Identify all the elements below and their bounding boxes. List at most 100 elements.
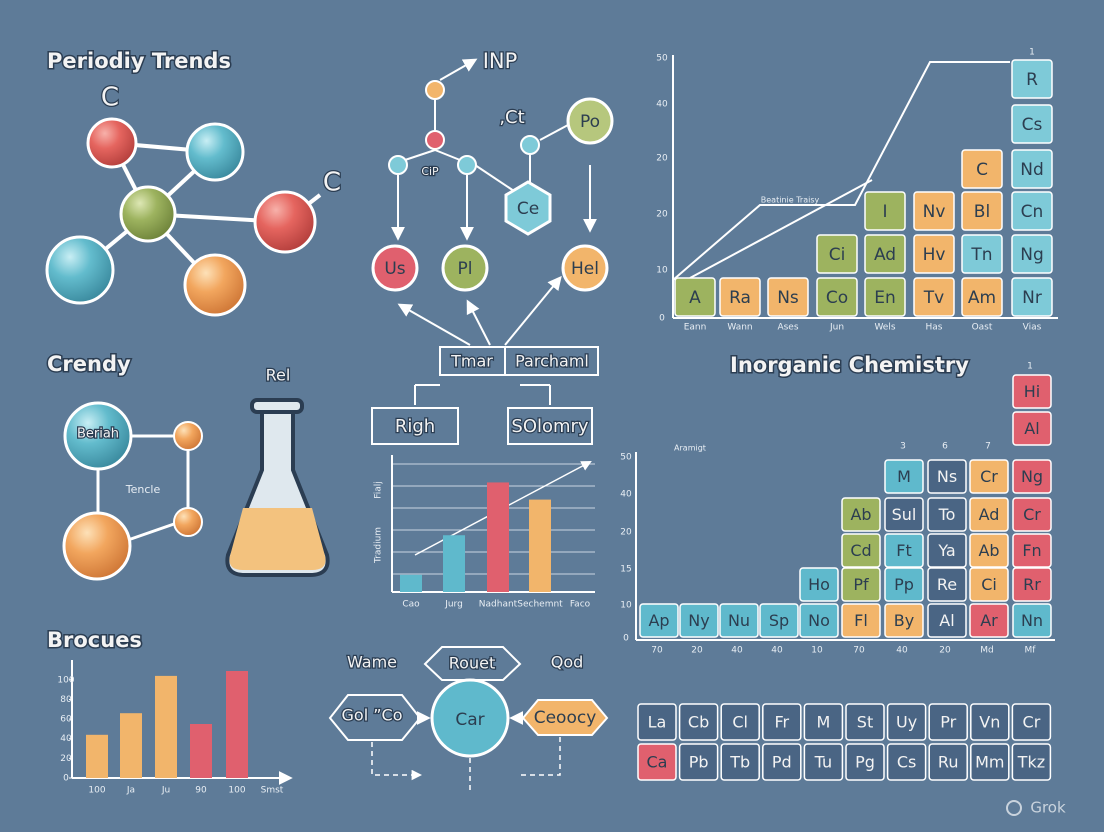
element-cell	[816, 234, 858, 274]
element-symbol: Vn	[979, 713, 1000, 732]
element-cell	[884, 567, 924, 602]
y-label: 20	[656, 210, 668, 220]
network: INP CiP ,Ct Po Ce Us Pl Hel Tmar Parcham…	[371, 48, 614, 445]
title: Periodiy Trends	[47, 49, 231, 73]
title: Inorganic Chemistry	[730, 353, 969, 377]
element-cell	[799, 567, 839, 602]
y-label: 50	[620, 453, 632, 463]
x-label: Wels	[874, 323, 895, 333]
element-cell	[841, 603, 881, 638]
box-label: SOlomry	[511, 416, 589, 437]
element-cell	[762, 743, 802, 781]
node-label: Tencle	[125, 483, 161, 496]
y-tick-label: 20	[60, 754, 72, 764]
element-symbol: Nu	[728, 611, 750, 630]
element-symbol: Ar	[980, 611, 998, 630]
element-symbol: Ab	[978, 541, 999, 560]
y-label: 20	[656, 154, 668, 164]
watermark-icon	[1006, 800, 1022, 816]
element-symbol: La	[648, 713, 667, 732]
element-cell	[845, 703, 885, 741]
element-symbol: Cb	[688, 713, 709, 732]
element-cell	[720, 743, 760, 781]
element-symbol: Re	[937, 575, 957, 594]
element-cell	[637, 703, 677, 741]
element-symbol: Ab	[850, 505, 871, 524]
x-label: Md	[980, 646, 993, 656]
node-label: Us	[384, 259, 405, 279]
element-cell	[639, 603, 679, 638]
annotation: Beatinie Traisy	[761, 196, 820, 205]
trend-axes: Beatinie Traisy 1	[672, 48, 1058, 319]
element-cell	[1011, 104, 1053, 144]
element-cell	[928, 743, 968, 781]
x-tick-label: Sechemnt	[517, 600, 563, 610]
bar	[400, 574, 422, 592]
element-cell	[969, 533, 1009, 568]
atoms	[45, 117, 317, 317]
molecule: Periodiy Trends C C	[45, 48, 342, 317]
node-label: CiP	[421, 165, 439, 178]
column-number: 7	[985, 442, 991, 452]
watermark: Grok	[1030, 799, 1066, 817]
node-label: ,Ct	[499, 107, 524, 128]
element-cell	[927, 497, 967, 532]
element-symbol: Nv	[923, 202, 946, 222]
element-symbol: Tu	[814, 753, 832, 772]
element-symbol: Hv	[923, 245, 946, 265]
element-symbol: Pb	[689, 753, 709, 772]
element-symbol: Al	[1024, 419, 1039, 438]
element-cell	[720, 703, 760, 741]
element-symbol: Hi	[1024, 382, 1040, 401]
x-label: 70	[651, 646, 663, 656]
y-tick-label: 60	[60, 715, 72, 725]
element-cell	[927, 603, 967, 638]
bar	[529, 499, 551, 592]
title: Crendy	[47, 352, 131, 376]
x-tick-label: Ju	[161, 786, 170, 796]
y-label: 0	[623, 634, 629, 644]
x-label: 20	[691, 646, 703, 656]
element-cell	[678, 703, 719, 741]
element-cell	[841, 497, 881, 532]
column-number: 6	[942, 442, 948, 452]
element-cell	[884, 603, 924, 638]
x-label: 40	[771, 646, 783, 656]
element-symbol: Sul	[892, 505, 917, 524]
element-symbol: Tv	[923, 288, 944, 308]
trendy: Crendy Beriah Tencle Rel	[46, 351, 330, 581]
element-symbol: St	[857, 713, 873, 732]
y-tick-label: 40	[60, 734, 72, 744]
x-label: Ases	[777, 323, 798, 333]
x-label: Vias	[1023, 323, 1042, 333]
annotation: Aramigt	[674, 444, 706, 453]
box-label: Parchaml	[515, 352, 589, 371]
inorganic: Inorganic Chemistry Aramigt 3 6 7 1	[635, 352, 1055, 641]
element-cell	[928, 703, 968, 741]
element-cell	[1012, 374, 1052, 409]
element-symbol: Ca	[647, 753, 668, 772]
element-cell	[1012, 533, 1052, 568]
element-cell	[719, 277, 761, 317]
bar	[226, 670, 248, 778]
x-label: Wann	[727, 323, 752, 333]
element-cell	[841, 567, 881, 602]
element-cell	[759, 603, 799, 638]
element-cell	[1012, 497, 1052, 532]
flow-label: Gol ”Co	[342, 706, 403, 725]
element-cell	[913, 191, 955, 231]
x-tick-label: 90	[195, 786, 207, 796]
element-symbol: Ft	[896, 541, 911, 560]
element-symbol: A	[689, 288, 701, 308]
element-cell	[927, 533, 967, 568]
element-cell	[816, 277, 858, 317]
element-symbol: Cn	[1021, 202, 1044, 222]
element-cell	[884, 497, 924, 532]
element-cell	[1012, 567, 1052, 602]
flow-label: Qod	[551, 653, 584, 672]
element-cell	[969, 603, 1009, 638]
element-symbol: Tkz	[1017, 753, 1045, 772]
element-cell	[969, 459, 1009, 494]
node-label: Pl	[458, 259, 473, 279]
